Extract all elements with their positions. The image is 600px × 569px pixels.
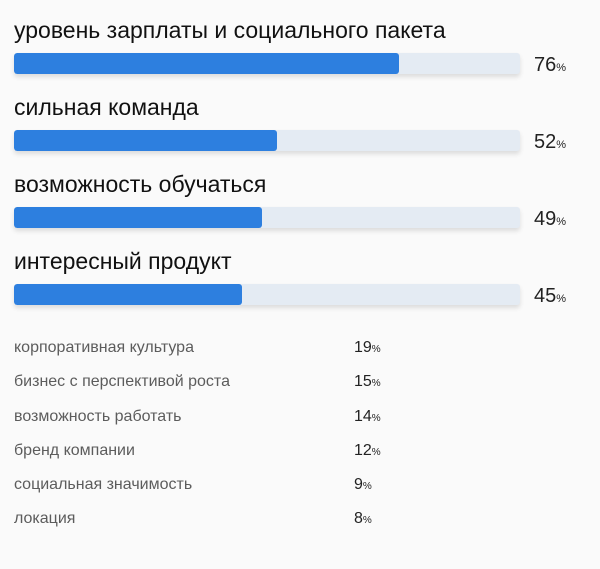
list-item: корпоративная культура 19%: [14, 338, 434, 372]
list-item-label: бренд компании: [14, 441, 135, 459]
bar-fill: [14, 284, 242, 305]
percent-sign: %: [371, 446, 381, 458]
value-number: 8: [354, 510, 363, 528]
list-item-value: 19%: [354, 338, 381, 360]
value-number: 9: [354, 476, 363, 494]
value-number: 12: [354, 441, 372, 459]
value-number: 45: [534, 285, 557, 307]
percent-sign: %: [556, 62, 567, 74]
percent-sign: %: [371, 412, 381, 424]
bar-value-label: 49%: [534, 206, 566, 235]
value-number: 52: [534, 131, 557, 153]
bar-track: [14, 130, 520, 151]
list-item-value: 12%: [354, 441, 381, 463]
bar-track: [14, 207, 520, 228]
percent-sign: %: [556, 293, 567, 305]
bar-value-label: 76%: [534, 52, 566, 81]
bar-row: возможность обучаться 49%: [14, 170, 584, 247]
bar-row: уровень зарплаты и социального пакета 76%: [14, 16, 584, 93]
list-item-value: 9%: [354, 475, 372, 497]
value-number: 15: [354, 373, 372, 391]
list-item: социальная значимость 9%: [14, 475, 434, 509]
bar-label: возможность обучаться: [14, 171, 267, 197]
value-number: 49: [534, 208, 557, 230]
list-item: бренд компании 12%: [14, 441, 434, 475]
bar-row: интересный продукт 45%: [14, 247, 584, 324]
main-bar-chart: уровень зарплаты и социального пакета 76%…: [14, 16, 584, 324]
bar-fill: [14, 130, 278, 151]
list-item: возможность работать 14%: [14, 407, 434, 441]
list-item-label: корпоративная культура: [14, 339, 194, 356]
bar-label: уровень зарплаты и социального пакета: [14, 17, 446, 43]
list-item: локация 8%: [14, 509, 434, 543]
bar-fill: [14, 53, 399, 74]
percent-sign: %: [556, 139, 567, 151]
secondary-list: корпоративная культура 19% бизнес с перспе…: [14, 338, 434, 544]
percent-sign: %: [362, 515, 372, 527]
bar-value-label: 45%: [534, 283, 566, 312]
value-number: 76: [534, 54, 557, 76]
list-item-label: локация: [14, 510, 76, 528]
percent-sign: %: [556, 216, 567, 228]
percent-sign: %: [362, 481, 372, 493]
list-item: бизнес с перспективой роста 15%: [14, 372, 434, 406]
bar-fill: [14, 207, 262, 228]
list-item-value: 14%: [354, 407, 381, 429]
value-number: 14: [354, 407, 372, 425]
percent-sign: %: [371, 378, 381, 390]
bar-row: сильная команда 52%: [14, 93, 584, 170]
list-item-label: возможность работать: [14, 407, 182, 425]
bar-value-label: 52%: [534, 129, 566, 158]
bar-track: [14, 284, 520, 305]
list-item-value: 8%: [354, 509, 372, 531]
list-item-value: 15%: [354, 372, 381, 394]
bar-track: [14, 53, 520, 74]
list-item-label: социальная значимость: [14, 476, 193, 494]
bar-label: сильная команда: [14, 94, 199, 120]
bar-label: интересный продукт: [14, 248, 232, 274]
percent-sign: %: [371, 344, 381, 355]
value-number: 19: [354, 339, 372, 356]
list-item-label: бизнес с перспективой роста: [14, 373, 230, 391]
